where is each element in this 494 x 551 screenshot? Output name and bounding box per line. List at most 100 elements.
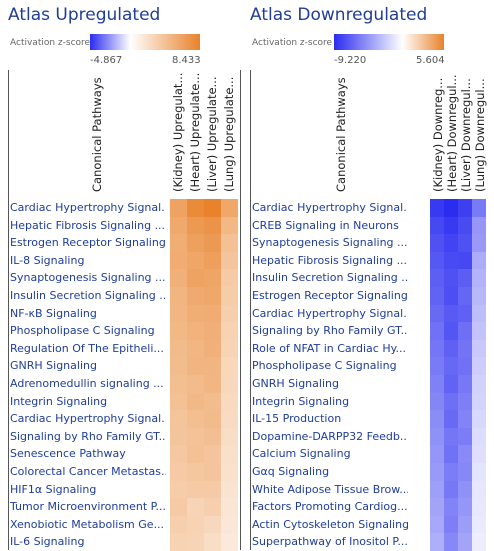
heatmap-cell bbox=[458, 515, 472, 534]
heatmap-cell bbox=[458, 322, 472, 341]
heatmap-cell bbox=[444, 234, 458, 253]
heatmap-cell bbox=[204, 480, 221, 499]
heatmap-cell bbox=[430, 410, 444, 429]
heatmap-cell bbox=[444, 498, 458, 517]
heatmap-cell bbox=[444, 445, 458, 464]
heatmap-cell bbox=[187, 357, 204, 376]
row-label: Synaptogenesis Signaling ... bbox=[10, 271, 166, 285]
heatmap-cell bbox=[170, 463, 187, 482]
legend-label: Activation z-score bbox=[10, 38, 91, 48]
row-label: Hepatic Fibrosis Signaling ... bbox=[10, 218, 166, 232]
heatmap-cell bbox=[444, 463, 458, 482]
column-label: (Lung) Upregulate... bbox=[222, 76, 236, 192]
legend-label: Activation z-score bbox=[252, 38, 333, 48]
heatmap-cell bbox=[187, 251, 204, 270]
row-label: Phospholipase C Signaling bbox=[252, 359, 397, 373]
heatmap-cell bbox=[430, 199, 444, 218]
panel-left-border bbox=[8, 70, 9, 550]
heatmap-cell bbox=[430, 269, 444, 288]
column-label: (Liver) Downregul... bbox=[459, 78, 473, 192]
heatmap-cell bbox=[458, 498, 472, 517]
column-label: (Heart) Downregul... bbox=[445, 74, 459, 192]
row-label: Integrin Signaling bbox=[10, 394, 108, 408]
heatmap-cell bbox=[458, 357, 472, 376]
heatmap-cell bbox=[204, 498, 221, 517]
row-header: Canonical Pathways bbox=[90, 77, 104, 192]
heatmap-cell bbox=[170, 304, 187, 323]
heatmap-cell bbox=[430, 339, 444, 358]
heatmap-cell bbox=[187, 304, 204, 323]
row-label: Insulin Secretion Signaling ... bbox=[10, 289, 166, 302]
row-label: Senescence Pathway bbox=[10, 447, 126, 461]
heatmap-cell bbox=[170, 339, 187, 358]
column-label: (Liver) Upregulate... bbox=[205, 76, 219, 193]
heatmap-cell bbox=[170, 480, 187, 499]
heatmap-cell bbox=[458, 427, 472, 446]
heatmap-cell bbox=[187, 322, 204, 341]
heatmap-cell bbox=[472, 515, 486, 534]
row-label: IL-15 Production bbox=[252, 412, 342, 426]
heatmap-cell bbox=[472, 375, 486, 394]
heatmap-cell bbox=[204, 269, 221, 288]
heatmap-cell bbox=[170, 199, 187, 218]
heatmap-cell bbox=[170, 498, 187, 517]
row-label: Cardiac Hypertrophy Signal... bbox=[10, 201, 166, 214]
heatmap-cell bbox=[444, 515, 458, 534]
heatmap-cell bbox=[430, 463, 444, 482]
heatmap-cell bbox=[444, 287, 458, 306]
heatmap-cell bbox=[458, 533, 472, 551]
heatmap-cell bbox=[444, 357, 458, 376]
heatmap-cell bbox=[221, 427, 238, 446]
row-header: Canonical Pathways bbox=[334, 77, 348, 192]
heatmap-cell bbox=[221, 269, 238, 288]
row-label: Cardiac Hypertrophy Signal... bbox=[252, 306, 408, 320]
upregulated-panel: Atlas Upregulated Activation z-score -4.… bbox=[8, 0, 250, 551]
heatmap-cell bbox=[472, 463, 486, 482]
heatmap-cell bbox=[204, 251, 221, 270]
heatmap-cell bbox=[204, 304, 221, 323]
heatmap-cell bbox=[221, 339, 238, 358]
row-label: Colorectal Cancer Metastas... bbox=[10, 465, 166, 478]
heatmap-cell bbox=[458, 480, 472, 499]
heatmap-cell bbox=[170, 251, 187, 270]
heatmap-cell bbox=[187, 410, 204, 429]
row-label: Role of NFAT in Cardiac Hy... bbox=[252, 341, 407, 355]
heatmap-cell bbox=[221, 199, 238, 218]
heatmap-cell bbox=[458, 199, 472, 218]
heatmap-cell bbox=[444, 392, 458, 411]
heatmap-cell bbox=[204, 357, 221, 376]
row-label: Estrogen Receptor Signaling bbox=[10, 236, 166, 250]
legend-max: 5.604 bbox=[416, 55, 445, 66]
heatmap-cell bbox=[458, 392, 472, 411]
heatmap-cell bbox=[187, 445, 204, 464]
heatmap-cell bbox=[472, 234, 486, 253]
heatmap-cell bbox=[472, 339, 486, 358]
heatmap-cell bbox=[204, 322, 221, 341]
heatmap-cell bbox=[472, 216, 486, 235]
heatmap-cell bbox=[430, 287, 444, 306]
heatmap-cell bbox=[187, 463, 204, 482]
row-label: NF-κB Signaling bbox=[10, 306, 97, 320]
heatmap-cell bbox=[170, 515, 187, 534]
heatmap-cell bbox=[221, 410, 238, 429]
heatmap-cell bbox=[458, 339, 472, 358]
heatmap-cell bbox=[458, 287, 472, 306]
heatmap-cell bbox=[430, 498, 444, 517]
row-label: Signaling by Rho Family GT... bbox=[252, 324, 408, 338]
heatmap-cell bbox=[472, 480, 486, 499]
heatmap-cell bbox=[221, 392, 238, 411]
heatmap-cell bbox=[204, 216, 221, 235]
heatmap-cell bbox=[444, 480, 458, 499]
column-label: (Kidney) Downreg... bbox=[431, 77, 445, 192]
heatmap-cell bbox=[187, 515, 204, 534]
heatmap-cell bbox=[458, 216, 472, 235]
heatmap-cell bbox=[458, 251, 472, 270]
heatmap-cell bbox=[187, 533, 204, 551]
heatmap-cell bbox=[444, 322, 458, 341]
heatmap-cell bbox=[187, 287, 204, 306]
row-label: Integrin Signaling bbox=[252, 394, 350, 408]
row-label: Xenobiotic Metabolism Ge... bbox=[10, 517, 165, 531]
row-label: Actin Cytoskeleton Signaling bbox=[252, 517, 408, 531]
legend-color-bar bbox=[334, 34, 444, 50]
heatmap-cell bbox=[430, 251, 444, 270]
